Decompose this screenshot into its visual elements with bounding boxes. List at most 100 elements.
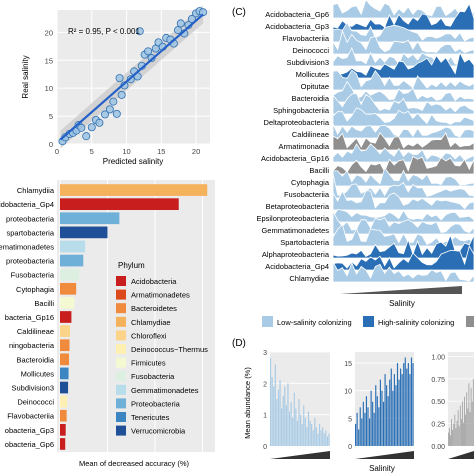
abundance-ytick-label: 15 (344, 361, 352, 368)
abundance-subpanel: 0 5 10 15 (344, 352, 414, 459)
abundance-bar (469, 411, 471, 446)
abundance-bar (284, 386, 286, 446)
abundance-bar (287, 383, 289, 446)
scatter-ytick-label: 15 (45, 56, 53, 65)
scatter-xtick-label: 0 (55, 147, 59, 156)
importance-bar (60, 395, 68, 408)
abundance-bar (395, 385, 397, 446)
abundance-bar (404, 357, 406, 446)
abundance-bar (472, 378, 474, 446)
ridgeline-areas (332, 0, 474, 283)
abundance-bar (304, 417, 306, 446)
phylum-legend-label: Acidobacteria (131, 277, 177, 286)
importance-bars (60, 184, 208, 450)
ridgeline-row-label: Gemmatimonadetes (261, 226, 329, 235)
regression-line (59, 13, 204, 141)
ridgeline-row-label: Bacilli (309, 166, 329, 175)
abundance-ytick-label: 5 (348, 416, 352, 423)
bar-category-label: Caldilineae (17, 327, 54, 336)
abundance-bar (315, 427, 317, 446)
abundance-bar (403, 363, 405, 446)
abundance-bar (465, 414, 467, 446)
bar-category-label: Deinococci (17, 398, 54, 407)
bar-category-label: Chlamydiia (17, 186, 55, 195)
phylum-legend-swatch (116, 412, 126, 422)
abundance-bar (466, 392, 468, 446)
fit-line (59, 13, 204, 141)
scatter-xtick-label: 20 (192, 147, 200, 156)
ridgeline-row-label: Bacteroidia (291, 94, 329, 103)
ridgeline-area (332, 190, 474, 211)
abundance-subpanel: 0.00 0.25 0.50 0.75 1.00 (431, 352, 474, 459)
bar-category-label: ematimonadetes (0, 242, 54, 251)
importance-bar-panel: Chlamydiia acidobacteria_Gp4 proteobacteri… (0, 180, 215, 468)
abundance-bar (368, 418, 371, 446)
abundance-bar (365, 396, 368, 446)
importance-bar (60, 339, 70, 352)
scatter-point (105, 105, 114, 114)
ridgeline-row-label: Epsilonproteobacteria (256, 214, 329, 223)
abundance-bar (362, 401, 364, 446)
panel-label-d: (D) (232, 338, 246, 349)
ridgeline-row-label: Chlamydiae (289, 274, 329, 283)
abundance-bar (448, 432, 449, 446)
importance-bar (60, 325, 70, 337)
abundance-bar (412, 363, 414, 446)
abundance-bar (314, 417, 316, 446)
abundance-bar (449, 428, 450, 446)
abundance-bar (390, 368, 392, 446)
ridgeline-row-label: Caldilineae (292, 130, 329, 139)
bar-category-label: Subdivision3 (11, 384, 54, 393)
ridgeline-area (332, 167, 474, 187)
abundance-bar (277, 389, 280, 446)
abundance-bar (311, 424, 313, 446)
phylum-legend-swatch (116, 330, 126, 341)
phylum-legend-label: Chlamydiae (131, 318, 171, 327)
abundance-bar (398, 379, 400, 446)
abundance-bar (288, 411, 291, 446)
importance-bar (60, 268, 79, 281)
abundance-bar (387, 396, 389, 446)
ridgeline-area (332, 211, 474, 235)
ridgeline-panel: (C) Acidobacteria_Gp6 Acidobacteria_Gp3 Fl… (232, 0, 474, 308)
phylum-legend: Phylum Acidobacteria Armatimonadetes Bacte… (116, 261, 208, 436)
bar-category-label: Bacteroidia (16, 355, 54, 364)
abundance-bar (456, 420, 458, 446)
phylum-legend-swatch (116, 316, 126, 327)
ridgeline-area (332, 0, 474, 19)
abundance-ytick-label: 1.00 (431, 354, 445, 361)
ridgeline-row-label: Cytophagia (291, 178, 330, 187)
scatter-ytick-label: 0 (49, 140, 53, 149)
abundance-bar (451, 419, 452, 446)
abundance-bar (270, 358, 272, 446)
abundance-bar (455, 428, 457, 446)
abundance-bar (379, 379, 381, 446)
phylum-legend-swatch (116, 384, 126, 395)
importance-bar (60, 311, 72, 323)
bar-category-label: acidobacteria_Gp4 (0, 200, 54, 209)
phylum-legend-swatch (116, 425, 126, 436)
salinity-gradient-wedge (355, 451, 414, 459)
ridgeline-area (332, 132, 474, 151)
abundance-bar (392, 390, 394, 446)
phylum-legend-title: Phylum (118, 261, 145, 270)
abundance-bar (467, 408, 469, 446)
scatter-point (144, 47, 153, 56)
abundance-bar (281, 408, 283, 446)
scatter-ytick-label: 5 (49, 112, 53, 121)
abundance-bar (361, 418, 363, 446)
importance-bar (60, 184, 208, 196)
ridgeline-area (332, 209, 474, 223)
bar-category-label: ningobacteria (9, 341, 55, 350)
bar-category-label: Mollicutes (21, 369, 55, 378)
abundance-bar (373, 412, 375, 446)
scatter-point (77, 123, 86, 132)
ridgeline-row-label: Alphaproteobacteria (262, 250, 330, 259)
abundance-bar (279, 380, 281, 446)
colonizing-legend: Low-salinity colonizing High-salinity col… (262, 316, 474, 327)
abundance-bar (317, 433, 319, 446)
phylum-legend-label: Deinococcus−Thermus (131, 345, 208, 354)
ridgeline-row-label: Acidobacteria_Gp16 (261, 154, 329, 163)
abundance-bar (326, 436, 329, 446)
bar-category-label: obacteria_Gp6 (5, 440, 54, 449)
